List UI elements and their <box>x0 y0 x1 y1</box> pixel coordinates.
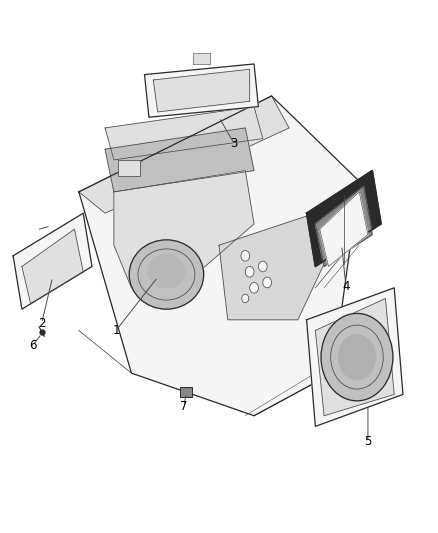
Text: 2: 2 <box>38 317 46 330</box>
Text: 5: 5 <box>364 435 371 448</box>
Polygon shape <box>153 69 250 112</box>
Text: 7: 7 <box>180 400 188 413</box>
Circle shape <box>263 277 272 288</box>
Polygon shape <box>307 171 381 266</box>
Circle shape <box>250 282 258 293</box>
Polygon shape <box>307 288 403 426</box>
Polygon shape <box>13 213 92 309</box>
Text: 3: 3 <box>231 138 238 150</box>
Text: 4: 4 <box>342 280 350 293</box>
Ellipse shape <box>129 240 204 309</box>
Bar <box>118 160 140 176</box>
Bar <box>180 387 192 397</box>
Polygon shape <box>193 53 210 64</box>
Ellipse shape <box>339 335 375 379</box>
Ellipse shape <box>321 313 393 401</box>
Polygon shape <box>145 64 258 117</box>
Polygon shape <box>105 128 254 192</box>
Text: 1: 1 <box>112 324 120 337</box>
Polygon shape <box>79 96 289 213</box>
Polygon shape <box>219 213 333 320</box>
Polygon shape <box>315 298 394 416</box>
Ellipse shape <box>148 255 185 288</box>
Polygon shape <box>320 192 368 266</box>
Text: 6: 6 <box>29 339 37 352</box>
Polygon shape <box>114 171 254 288</box>
Polygon shape <box>22 229 83 304</box>
Polygon shape <box>315 187 372 266</box>
Polygon shape <box>105 107 263 160</box>
Circle shape <box>258 261 267 272</box>
Circle shape <box>241 251 250 261</box>
Circle shape <box>245 266 254 277</box>
Circle shape <box>242 294 249 303</box>
Polygon shape <box>79 96 359 416</box>
